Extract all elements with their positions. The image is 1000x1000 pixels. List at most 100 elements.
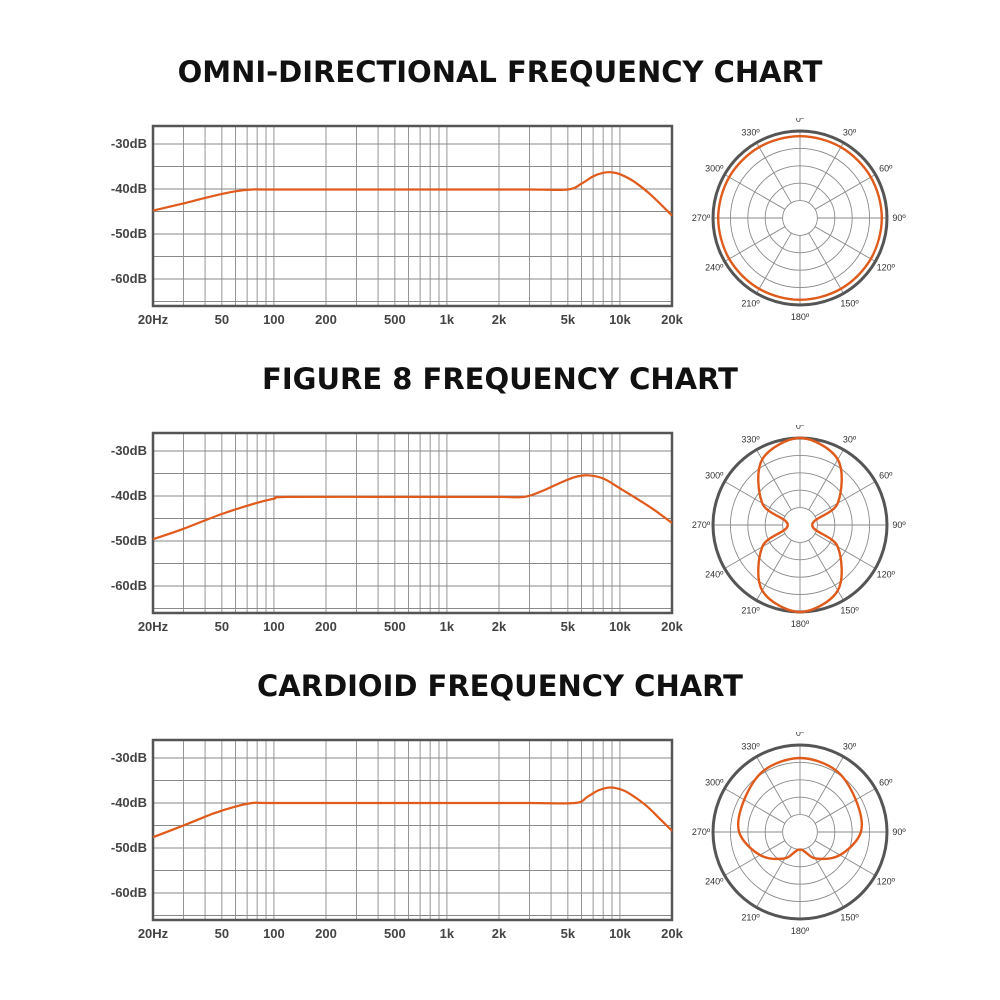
- x-tick-label: 20k: [661, 619, 683, 634]
- x-tick-label: 50: [215, 312, 229, 327]
- polar-spoke: [814, 533, 876, 569]
- x-tick-label: 100: [263, 312, 285, 327]
- x-tick-label: 20Hz: [138, 619, 169, 634]
- polar-angle-label: 300º: [705, 164, 724, 174]
- frequency-response-line: [152, 171, 673, 217]
- polar-angle-label: 30º: [843, 127, 857, 137]
- frequency-response-line: [152, 786, 673, 839]
- x-tick-label: 10k: [609, 312, 631, 327]
- polar-grid: [713, 131, 887, 305]
- polar-pattern-curve: [737, 756, 863, 861]
- polar-angle-label: 30º: [843, 741, 857, 751]
- polar-angle-label: 300º: [705, 778, 724, 788]
- omni-frequency-chart: -30dB -40dB -50dB -60dB 20Hz 50 100 200 500 1k 2k 5…: [111, 124, 684, 327]
- polar-angle-label: 240º: [705, 570, 724, 580]
- y-tick-label: -30dB: [111, 443, 147, 458]
- polar-grid: [713, 438, 887, 612]
- x-tick-label: 2k: [492, 926, 507, 941]
- x-tick-label: 2k: [492, 312, 507, 327]
- polar-angle-label: 90º: [892, 213, 906, 223]
- polar-outer-ring: [711, 743, 889, 921]
- polar-spoke: [814, 226, 876, 262]
- y-tick-label: -60dB: [111, 885, 147, 900]
- polar-spoke: [724, 481, 786, 517]
- x-tick-label: 1k: [440, 926, 455, 941]
- x-tick-label: 20Hz: [138, 926, 169, 941]
- x-tick-label: 50: [215, 619, 229, 634]
- polar-angle-label: 300º: [705, 471, 724, 481]
- polar-angle-label: 270º: [692, 213, 711, 223]
- figure8-chart-title: FIGURE 8 FREQUENCY CHART: [262, 362, 738, 396]
- polar-angle-label: 60º: [879, 164, 893, 174]
- polar-spoke: [724, 226, 786, 262]
- polar-angle-label: 180º: [791, 926, 810, 936]
- polar-angle-label: 0º: [796, 732, 805, 738]
- polar-spoke: [724, 840, 786, 876]
- polar-angle-label: 270º: [692, 827, 711, 837]
- polar-spoke: [808, 756, 844, 818]
- polar-angle-label: 330º: [741, 434, 760, 444]
- polar-angle-label: 60º: [879, 471, 893, 481]
- polar-spoke: [756, 142, 792, 204]
- figure8-frequency-chart: -30dB -40dB -50dB -60dB 20Hz 50 100 200 500 1k 2k 5…: [111, 431, 684, 634]
- polar-angle-label: 90º: [892, 827, 906, 837]
- polar-spoke: [814, 840, 876, 876]
- y-tick-label: -60dB: [111, 578, 147, 593]
- y-tick-label: -60dB: [111, 271, 147, 286]
- x-tick-label: 10k: [609, 926, 631, 941]
- polar-angle-label: 210º: [741, 606, 760, 616]
- polar-ring: [782, 814, 818, 850]
- y-tick-label: -40dB: [111, 181, 147, 196]
- polar-spoke: [814, 174, 876, 210]
- x-tick-label: 10k: [609, 619, 631, 634]
- polar-angle-label: 0º: [796, 118, 805, 124]
- x-tick-label: 100: [263, 619, 285, 634]
- polar-spoke: [814, 788, 876, 824]
- omni-polar-chart: 0º 30º 60º 90º 120º 150º 180º 210º 240º 270º 300º 3…: [692, 118, 907, 322]
- polar-pattern-curve: [757, 436, 843, 614]
- polar-angle-label: 90º: [892, 520, 906, 530]
- x-tick-label: 2k: [492, 619, 507, 634]
- polar-angle-label: 240º: [705, 263, 724, 273]
- x-tick-label: 200: [315, 619, 337, 634]
- grid: [152, 740, 673, 920]
- polar-spoke: [756, 232, 792, 294]
- polar-angle-label: 210º: [741, 299, 760, 309]
- polar-ring: [782, 200, 818, 236]
- x-tick-label: 5k: [561, 926, 576, 941]
- y-tick-label: -30dB: [111, 750, 147, 765]
- x-tick-label: 1k: [440, 619, 455, 634]
- y-tick-label: -40dB: [111, 795, 147, 810]
- y-tick-label: -30dB: [111, 136, 147, 151]
- polar-angle-label: 120º: [877, 570, 896, 580]
- polar-spoke: [724, 174, 786, 210]
- polar-angle-label: 330º: [741, 741, 760, 751]
- polar-angle-label: 240º: [705, 877, 724, 887]
- grid: [152, 433, 673, 613]
- polar-spoke: [724, 533, 786, 569]
- polar-spoke: [724, 788, 786, 824]
- x-tick-label: 200: [315, 926, 337, 941]
- plot-frame: [151, 124, 674, 308]
- polar-angle-label: 60º: [879, 778, 893, 788]
- x-tick-label: 20k: [661, 926, 683, 941]
- x-tick-label: 50: [215, 926, 229, 941]
- y-tick-label: -40dB: [111, 488, 147, 503]
- cardioid-frequency-chart: -30dB -40dB -50dB -60dB 20Hz 50 100 200 500 1k 2k 5…: [111, 738, 684, 941]
- cardioid-polar-chart: 0º 30º 60º 90º 120º 150º 180º 210º 240º 270º 300º 3…: [692, 732, 907, 936]
- polar-angle-label: 120º: [877, 877, 896, 887]
- polar-angle-label: 150º: [840, 606, 859, 616]
- polar-spoke: [814, 481, 876, 517]
- polar-angle-label: 150º: [840, 913, 859, 923]
- polar-grid: [713, 745, 887, 919]
- grid: [152, 126, 673, 306]
- x-tick-label: 5k: [561, 619, 576, 634]
- x-tick-label: 20Hz: [138, 312, 169, 327]
- x-tick-label: 20k: [661, 312, 683, 327]
- x-tick-label: 500: [384, 619, 406, 634]
- x-tick-label: 5k: [561, 312, 576, 327]
- x-tick-label: 200: [315, 312, 337, 327]
- figure8-polar-chart: 0º 30º 60º 90º 120º 150º 180º 210º 240º 270º 300º 3…: [692, 425, 907, 629]
- polar-angle-label: 150º: [840, 299, 859, 309]
